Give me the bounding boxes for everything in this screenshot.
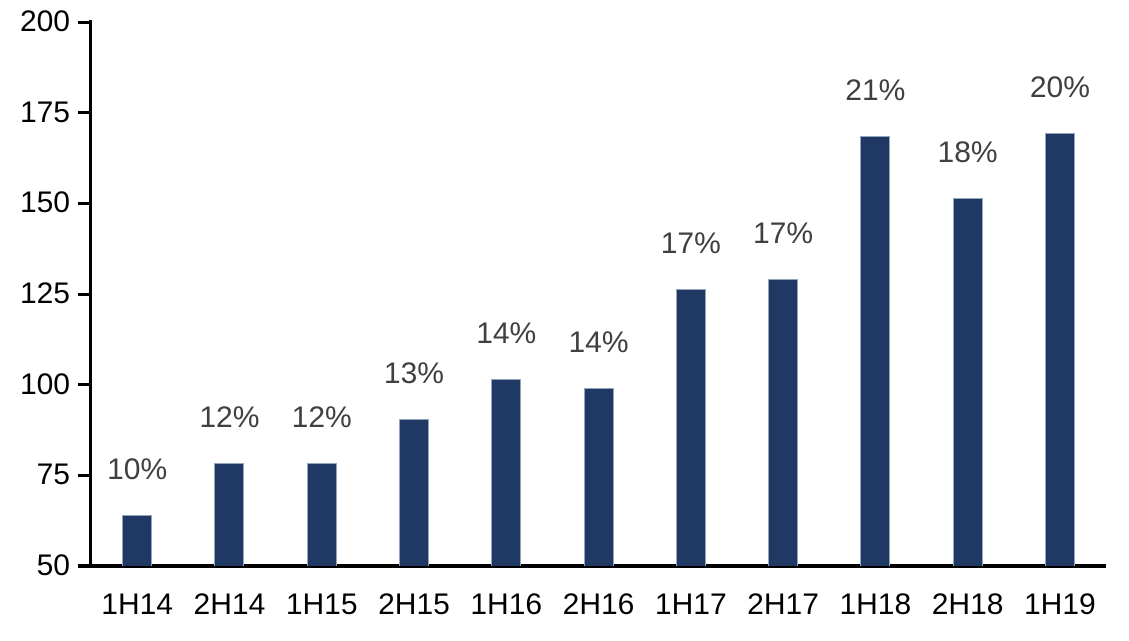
y-tick-mark — [78, 383, 91, 387]
x-tick-label: 1H14 — [101, 588, 173, 621]
bar-value-label: 13% — [383, 357, 444, 391]
x-tick-label: 2H14 — [193, 588, 266, 621]
x-tick-label: 2H18 — [931, 588, 1004, 621]
bar-value-label: 18% — [937, 135, 998, 169]
x-tick-label: 1H16 — [470, 588, 543, 621]
bar-value-label: 17% — [660, 226, 721, 260]
y-tick-label: 75 — [36, 458, 70, 492]
bar-value-label: 12% — [199, 400, 260, 434]
bar-value-label: 14% — [476, 317, 537, 351]
y-tick-label: 200 — [19, 5, 70, 38]
bar — [675, 288, 706, 566]
bar-value-label: 21% — [845, 74, 906, 108]
bar — [122, 515, 153, 566]
bar-value-label: 10% — [107, 453, 168, 487]
x-tick-label: 2H17 — [747, 588, 819, 621]
bar — [1044, 132, 1075, 566]
y-tick-label: 50 — [36, 549, 70, 582]
y-tick-mark — [78, 20, 91, 24]
bar-value-label: 14% — [568, 326, 629, 360]
x-axis-line — [78, 564, 1106, 568]
y-tick-label: 125 — [19, 277, 70, 310]
x-tick-label: 1H18 — [839, 588, 912, 621]
y-tick-mark — [78, 111, 91, 115]
bar-value-label: 20% — [1029, 70, 1090, 104]
x-tick-label: 2H16 — [562, 588, 635, 621]
y-tick-mark — [78, 201, 91, 205]
y-tick-mark — [78, 473, 91, 477]
x-tick-label: 1H15 — [285, 588, 358, 621]
bar — [398, 419, 429, 566]
bar — [768, 279, 799, 566]
x-tick-label: 1H19 — [1024, 588, 1096, 621]
bar-value-label: 12% — [291, 400, 352, 434]
bar-value-label: 17% — [753, 217, 814, 251]
x-tick-label: 2H15 — [378, 588, 450, 621]
y-tick-label: 175 — [19, 95, 70, 129]
y-tick-label: 150 — [19, 186, 70, 220]
x-tick-label: 1H17 — [654, 588, 727, 621]
bar — [860, 136, 891, 566]
y-tick-mark — [78, 292, 91, 296]
y-tick-label: 100 — [19, 367, 70, 401]
bar — [214, 462, 245, 566]
y-tick-mark — [78, 564, 91, 568]
bar — [952, 197, 983, 566]
bar — [306, 462, 337, 566]
bar — [583, 388, 614, 566]
bar — [491, 379, 522, 566]
